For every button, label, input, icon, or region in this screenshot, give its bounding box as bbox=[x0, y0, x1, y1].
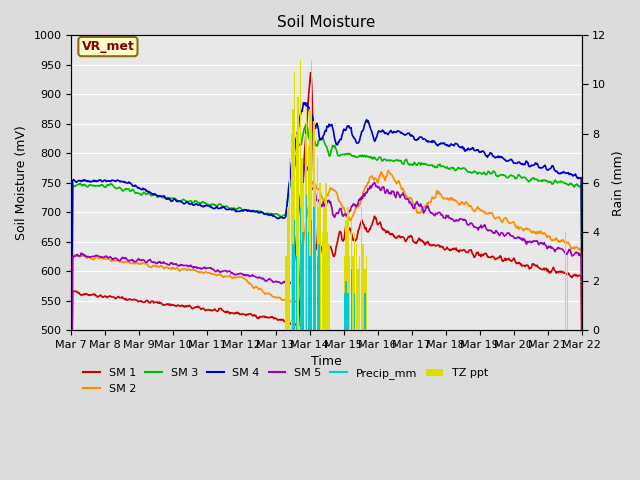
Bar bbox=[357, 269, 358, 330]
Bar bbox=[364, 293, 365, 330]
Bar bbox=[314, 121, 315, 330]
Bar bbox=[356, 244, 357, 330]
Bar bbox=[344, 256, 345, 330]
Bar bbox=[354, 232, 355, 330]
Bar bbox=[305, 133, 306, 330]
Bar bbox=[294, 72, 296, 330]
Bar bbox=[345, 281, 346, 330]
Bar bbox=[318, 207, 319, 330]
Bar bbox=[365, 256, 367, 330]
Bar bbox=[320, 183, 321, 330]
Title: Soil Moisture: Soil Moisture bbox=[277, 15, 376, 30]
Bar bbox=[308, 232, 309, 330]
Bar bbox=[315, 244, 316, 330]
Bar bbox=[326, 232, 328, 330]
Bar bbox=[297, 133, 298, 330]
Bar bbox=[301, 158, 302, 330]
Bar bbox=[288, 207, 289, 330]
Bar bbox=[308, 146, 309, 330]
Bar bbox=[303, 232, 304, 330]
Bar bbox=[318, 244, 319, 330]
Bar bbox=[306, 195, 307, 330]
Bar bbox=[329, 244, 330, 330]
Bar bbox=[291, 133, 292, 330]
Bar bbox=[296, 256, 297, 330]
Bar bbox=[308, 146, 310, 330]
Bar bbox=[292, 109, 293, 330]
Bar bbox=[321, 232, 323, 330]
Bar bbox=[348, 207, 349, 330]
Bar bbox=[296, 133, 297, 330]
Bar bbox=[292, 244, 293, 330]
Bar bbox=[298, 97, 299, 330]
Bar bbox=[347, 293, 348, 330]
Bar bbox=[310, 109, 311, 330]
Bar bbox=[347, 207, 348, 330]
Bar bbox=[289, 158, 291, 330]
Bar bbox=[328, 244, 329, 330]
Bar bbox=[310, 256, 311, 330]
Bar bbox=[566, 256, 568, 330]
Bar bbox=[311, 60, 312, 330]
Bar bbox=[364, 269, 365, 330]
Bar bbox=[285, 256, 286, 330]
Legend: SM 1, SM 2, SM 3, SM 4, SM 5, Precip_mm, TZ ppt: SM 1, SM 2, SM 3, SM 4, SM 5, Precip_mm,… bbox=[79, 364, 493, 398]
Bar bbox=[366, 256, 367, 330]
Bar bbox=[314, 207, 315, 330]
Bar bbox=[313, 207, 314, 330]
Bar bbox=[352, 256, 353, 330]
X-axis label: Time: Time bbox=[311, 355, 342, 369]
Bar bbox=[289, 158, 290, 330]
Bar bbox=[323, 207, 324, 330]
Bar bbox=[306, 109, 307, 330]
Bar bbox=[293, 109, 294, 330]
Text: VR_met: VR_met bbox=[81, 40, 134, 53]
Bar bbox=[302, 232, 303, 330]
Bar bbox=[360, 207, 362, 330]
Bar bbox=[565, 232, 566, 330]
Bar bbox=[301, 244, 302, 330]
Bar bbox=[315, 183, 316, 330]
Bar bbox=[325, 183, 326, 330]
Bar bbox=[314, 244, 316, 330]
Bar bbox=[353, 256, 354, 330]
Bar bbox=[293, 244, 294, 330]
Y-axis label: Soil Moisture (mV): Soil Moisture (mV) bbox=[15, 125, 28, 240]
Bar bbox=[301, 158, 303, 330]
Bar bbox=[353, 232, 355, 330]
Bar bbox=[359, 256, 360, 330]
Bar bbox=[314, 183, 316, 330]
Bar bbox=[344, 293, 345, 330]
Bar bbox=[317, 158, 318, 330]
Bar bbox=[286, 256, 287, 330]
Bar bbox=[349, 256, 350, 330]
Bar bbox=[327, 232, 328, 330]
Bar bbox=[319, 183, 320, 330]
Bar bbox=[313, 121, 314, 330]
Bar bbox=[300, 60, 301, 330]
Bar bbox=[303, 183, 304, 330]
Bar bbox=[294, 219, 296, 330]
Bar bbox=[317, 256, 318, 330]
Bar bbox=[348, 293, 349, 330]
Y-axis label: Rain (mm): Rain (mm) bbox=[612, 150, 625, 216]
Bar bbox=[360, 306, 362, 330]
Bar bbox=[287, 207, 288, 330]
Bar bbox=[363, 244, 364, 330]
Bar bbox=[353, 293, 355, 330]
Bar bbox=[567, 256, 568, 330]
Bar bbox=[362, 244, 363, 330]
Bar bbox=[354, 293, 355, 330]
Bar bbox=[345, 219, 346, 330]
Bar bbox=[311, 219, 312, 330]
Bar bbox=[302, 183, 303, 330]
Bar bbox=[300, 207, 301, 330]
